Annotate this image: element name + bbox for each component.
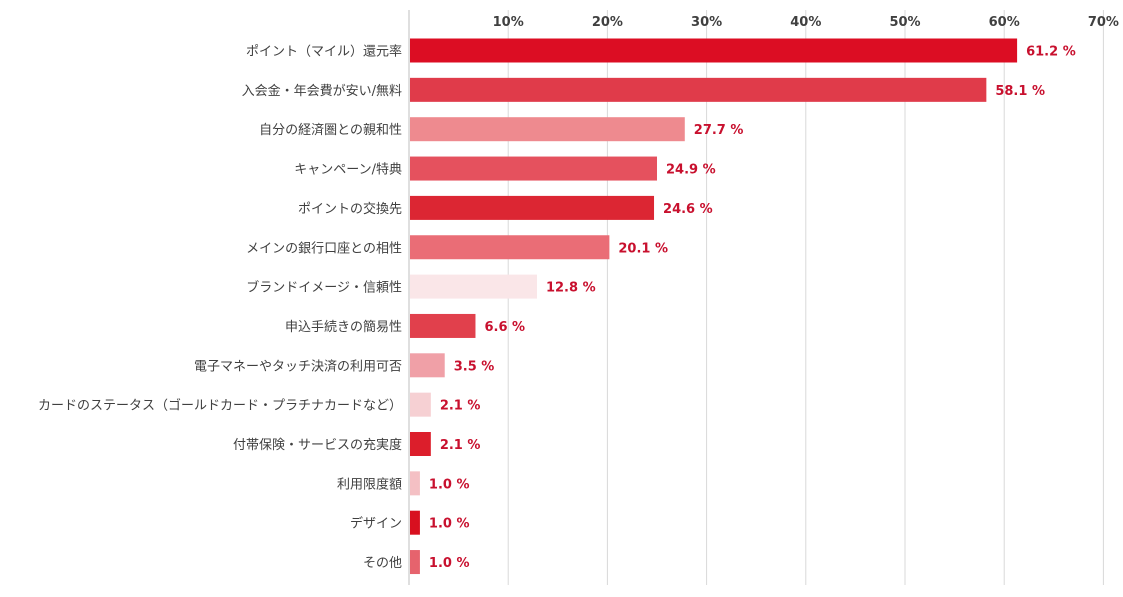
data-label: 58.1 % [995, 84, 1045, 99]
category-label: 電子マネーやタッチ決済の利用可否 [194, 358, 402, 374]
bar [410, 353, 445, 378]
category-labels: ポイント（マイル）還元率入会金・年会費が安い/無料自分の経済圏との親和性キャンペ… [38, 44, 402, 572]
value-labels: 61.2 % 58.1 % 27.7 % 24.9 % 24.6 % 20.1 % 12.8… [429, 45, 1076, 572]
data-label: 2.1 % [440, 438, 481, 453]
bar [410, 117, 685, 142]
x-tick-label: 10% [493, 15, 524, 30]
data-label: 20.1 % [618, 241, 668, 256]
category-label: 利用限度額 [337, 476, 402, 492]
x-tick-label: 40% [790, 15, 821, 30]
data-label: 1.0 % [429, 517, 470, 532]
x-tick-label: 30% [691, 15, 722, 30]
category-label: カードのステータス（ゴールドカード・プラチナカードなど） [38, 398, 402, 414]
x-axis-ticks: 10% 20% 30% 40% 50% 60% 70% [493, 15, 1119, 30]
gridlines [507, 10, 1104, 585]
data-label: 12.8 % [546, 281, 596, 296]
data-label: 24.6 % [663, 202, 713, 217]
data-label: 1.0 % [429, 556, 470, 571]
category-label: 付帯保険・サービスの充実度 [233, 437, 402, 453]
bar [410, 235, 610, 260]
bar [410, 274, 537, 299]
category-label: メインの銀行口座との相性 [246, 241, 402, 256]
category-label: その他 [363, 556, 402, 571]
bar [410, 510, 420, 535]
data-label: 3.5 % [454, 359, 495, 374]
bar [410, 38, 1018, 63]
bar [410, 195, 655, 220]
data-label: 27.7 % [694, 123, 744, 138]
data-label: 61.2 % [1026, 45, 1076, 60]
bar [410, 432, 431, 456]
category-label: 申込手続きの簡易性 [285, 320, 402, 335]
x-tick-label: 70% [1088, 15, 1119, 30]
bars [410, 38, 1018, 575]
category-label: ブランドイメージ・信頼性 [246, 280, 402, 296]
x-tick-label: 60% [989, 15, 1020, 30]
bar [410, 77, 987, 102]
x-tick-label: 50% [889, 15, 920, 30]
category-label: 自分の経済圏との親和性 [259, 122, 402, 138]
bar [410, 392, 431, 417]
bar [410, 550, 420, 575]
bar [410, 313, 476, 338]
category-label: ポイント（マイル）還元率 [246, 44, 402, 60]
category-label: デザイン [350, 516, 402, 532]
data-label: 1.0 % [429, 477, 470, 492]
category-label: 入会金・年会費が安い/無料 [242, 83, 402, 99]
data-label: 6.6 % [484, 320, 525, 335]
category-label: キャンペーン/特典 [294, 163, 402, 178]
category-label: ポイントの交換先 [298, 201, 402, 217]
bar [410, 471, 420, 496]
data-label: 24.9 % [666, 163, 716, 178]
data-label: 2.1 % [440, 399, 481, 414]
x-tick-label: 20% [592, 15, 623, 30]
bar [410, 156, 658, 181]
